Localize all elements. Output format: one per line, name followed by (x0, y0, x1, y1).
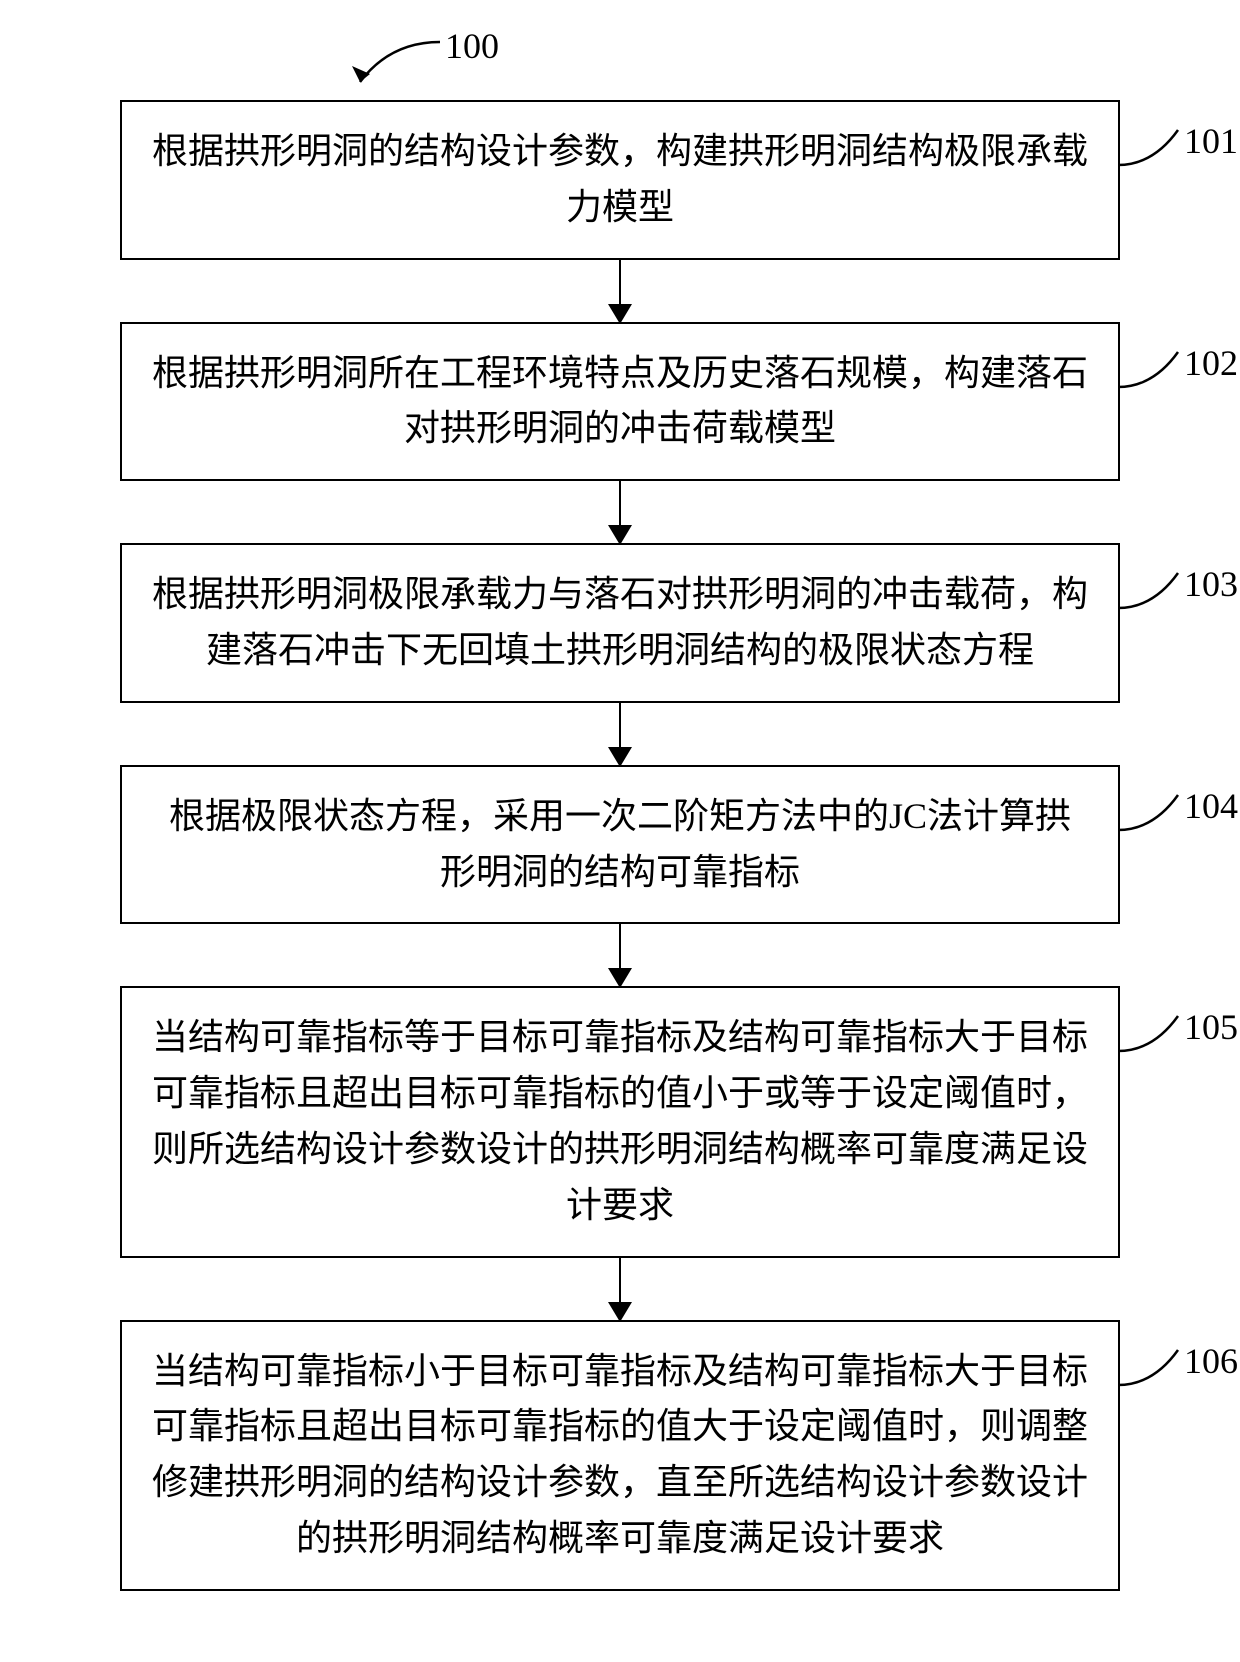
step-text: 当结构可靠指标小于目标可靠指标及结构可靠指标大于目标可靠指标且超出目标可靠指标的… (152, 1344, 1088, 1567)
step-label: 106 (1184, 1334, 1238, 1390)
step-text: 根据拱形明洞极限承载力与落石对拱形明洞的冲击载荷，构建落石冲击下无回填土拱形明洞… (152, 567, 1088, 679)
step-box-105: 当结构可靠指标等于目标可靠指标及结构可靠指标大于目标可靠指标且超出目标可靠指标的… (120, 986, 1120, 1257)
label-connector (1118, 1340, 1193, 1395)
arrow-down (619, 260, 622, 322)
step-label: 105 (1184, 1000, 1238, 1056)
step-text: 当结构可靠指标等于目标可靠指标及结构可靠指标大于目标可靠指标且超出目标可靠指标的… (152, 1010, 1088, 1233)
curved-arrow-top (330, 32, 450, 102)
step-label: 104 (1184, 779, 1238, 835)
step-text: 根据极限状态方程，采用一次二阶矩方法中的JC法计算拱形明洞的结构可靠指标 (152, 789, 1088, 901)
label-connector (1118, 342, 1193, 397)
step-box-104: 根据极限状态方程，采用一次二阶矩方法中的JC法计算拱形明洞的结构可靠指标 104 (120, 765, 1120, 925)
arrow-down (619, 703, 622, 765)
arrow-down (619, 1258, 622, 1320)
label-connector (1118, 1006, 1193, 1061)
arrow-down (619, 924, 622, 986)
step-text: 根据拱形明洞的结构设计参数，构建拱形明洞结构极限承载力模型 (152, 124, 1088, 236)
flowchart-container: 根据拱形明洞的结构设计参数，构建拱形明洞结构极限承载力模型 101 根据拱形明洞… (60, 40, 1180, 1591)
step-label: 103 (1184, 557, 1238, 613)
step-box-103: 根据拱形明洞极限承载力与落石对拱形明洞的冲击载荷，构建落石冲击下无回填土拱形明洞… (120, 543, 1120, 703)
step-label: 101 (1184, 114, 1238, 170)
label-connector (1118, 785, 1193, 840)
step-text: 根据拱形明洞所在工程环境特点及历史落石规模，构建落石对拱形明洞的冲击荷载模型 (152, 346, 1088, 458)
step-box-101: 根据拱形明洞的结构设计参数，构建拱形明洞结构极限承载力模型 101 (120, 100, 1120, 260)
step-box-106: 当结构可靠指标小于目标可靠指标及结构可靠指标大于目标可靠指标且超出目标可靠指标的… (120, 1320, 1120, 1591)
arrow-down (619, 481, 622, 543)
label-connector (1118, 120, 1193, 175)
diagram-top-label: 100 (445, 25, 499, 67)
step-box-102: 根据拱形明洞所在工程环境特点及历史落石规模，构建落石对拱形明洞的冲击荷载模型 1… (120, 322, 1120, 482)
label-connector (1118, 563, 1193, 618)
step-label: 102 (1184, 336, 1238, 392)
